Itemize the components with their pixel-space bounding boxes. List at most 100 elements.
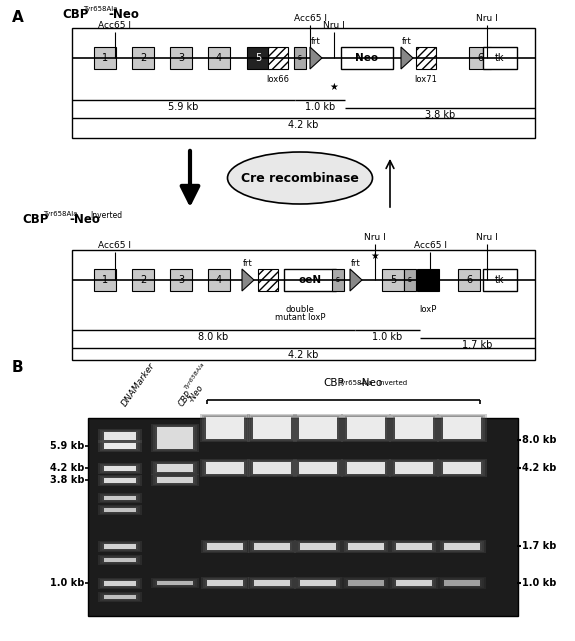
Bar — [72, 250, 535, 360]
Bar — [444, 543, 480, 550]
Bar — [157, 477, 193, 483]
Bar — [100, 441, 140, 451]
Text: 1.7 kb: 1.7 kb — [522, 541, 557, 551]
Bar — [153, 462, 197, 474]
Bar — [390, 577, 438, 589]
Bar — [104, 544, 136, 549]
Bar — [94, 47, 116, 69]
Bar — [202, 415, 248, 441]
Text: Tyr658Ala: Tyr658Ala — [43, 211, 78, 217]
Bar — [104, 558, 136, 562]
Bar — [249, 415, 295, 441]
Bar — [153, 579, 197, 587]
Text: DNAMarker: DNAMarker — [120, 361, 157, 408]
Text: CBP: CBP — [177, 389, 194, 408]
Bar — [155, 463, 195, 473]
Bar — [151, 461, 199, 475]
Bar — [293, 414, 343, 442]
Text: 5: 5 — [255, 53, 261, 63]
Bar — [396, 580, 432, 586]
Bar — [444, 580, 480, 586]
Bar — [417, 269, 439, 291]
Text: tk: tk — [495, 275, 505, 285]
Text: 6: 6 — [466, 275, 472, 285]
Text: 8.0 kb: 8.0 kb — [198, 332, 229, 342]
Bar — [342, 540, 390, 553]
Bar — [202, 460, 248, 476]
Bar — [295, 415, 341, 441]
Bar — [98, 541, 142, 552]
Bar — [251, 461, 293, 475]
Text: Nru I: Nru I — [476, 14, 498, 23]
Bar — [389, 459, 439, 477]
Bar — [341, 459, 391, 477]
Bar — [347, 417, 385, 439]
Text: frt: frt — [243, 260, 253, 269]
Bar — [102, 442, 138, 450]
Bar — [201, 540, 249, 553]
Text: double: double — [286, 306, 315, 315]
Text: 1.7 kb: 1.7 kb — [462, 340, 493, 350]
Text: Inverted: Inverted — [378, 380, 408, 386]
Text: frt: frt — [351, 260, 361, 269]
Bar — [251, 416, 293, 440]
Bar — [102, 580, 138, 587]
Bar — [247, 459, 297, 477]
Text: 1: 1 — [102, 53, 108, 63]
Bar — [200, 459, 250, 477]
Text: 8.0 kb: 8.0 kb — [522, 435, 557, 445]
Bar — [439, 460, 485, 476]
Text: 6: 6 — [477, 53, 483, 63]
Text: -Neo: -Neo — [69, 213, 100, 226]
Bar — [102, 465, 138, 472]
Text: Nru I: Nru I — [323, 21, 345, 30]
Bar — [88, 418, 518, 616]
Bar — [299, 462, 337, 474]
Bar — [268, 47, 288, 69]
Bar — [345, 461, 387, 475]
Bar — [94, 269, 116, 291]
Bar — [72, 28, 535, 138]
Text: 4: 4 — [216, 275, 222, 285]
Bar — [348, 580, 384, 586]
Bar — [102, 477, 138, 484]
Bar — [253, 417, 291, 439]
Bar — [343, 460, 389, 476]
Bar — [296, 541, 340, 552]
Bar — [98, 440, 142, 452]
Bar — [104, 508, 136, 512]
Bar — [207, 543, 243, 550]
Text: 1.0 kb: 1.0 kb — [305, 102, 335, 112]
Text: Tyr658Ala: Tyr658Ala — [339, 380, 373, 386]
Bar — [151, 424, 199, 452]
Bar — [100, 593, 140, 601]
Bar — [207, 580, 243, 586]
Text: lox66: lox66 — [266, 76, 289, 85]
Bar — [104, 478, 136, 483]
Bar — [157, 427, 193, 449]
Bar — [392, 578, 436, 588]
Bar — [437, 414, 487, 442]
Bar — [437, 459, 487, 477]
Bar — [247, 414, 297, 442]
Bar — [343, 415, 389, 441]
Text: mutant loxP: mutant loxP — [275, 313, 325, 322]
Bar — [391, 415, 437, 441]
Bar — [396, 543, 432, 550]
Bar — [201, 577, 249, 589]
Bar — [300, 543, 336, 550]
Text: 2: 2 — [140, 53, 146, 63]
Text: A: A — [12, 10, 24, 25]
Bar — [104, 581, 136, 586]
Bar — [250, 578, 294, 588]
Bar — [345, 416, 387, 440]
Bar — [204, 461, 246, 475]
Bar — [151, 474, 199, 486]
Bar — [389, 414, 439, 442]
Bar — [102, 543, 138, 550]
Bar — [441, 461, 483, 475]
Bar — [170, 47, 192, 69]
Bar — [104, 466, 136, 471]
Bar — [394, 542, 434, 551]
Bar — [247, 47, 269, 69]
